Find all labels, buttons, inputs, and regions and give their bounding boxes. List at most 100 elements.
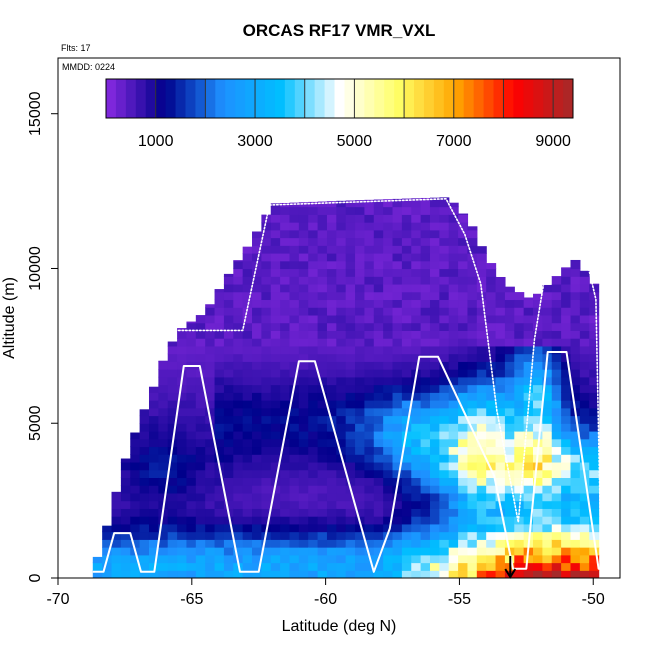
- curtain-cell: [542, 407, 553, 417]
- curtain-cell: [355, 369, 366, 378]
- curtain-cell: [233, 438, 244, 448]
- curtain-cell: [533, 477, 543, 486]
- curtain-cell: [533, 562, 543, 571]
- curtain-cell: [561, 500, 572, 509]
- curtain-cell: [317, 485, 328, 494]
- curtain-cell: [504, 307, 515, 316]
- curtain-cell: [561, 338, 572, 347]
- curtain-cell: [373, 376, 384, 386]
- curtain-cell: [561, 291, 572, 301]
- curtain-cell: [383, 446, 394, 455]
- curtain-cell: [167, 547, 178, 556]
- curtain-cell: [195, 477, 206, 486]
- curtain-cell: [383, 477, 394, 486]
- curtain-cell: [233, 376, 244, 386]
- curtain-cell: [467, 268, 478, 277]
- curtain-cell: [411, 214, 422, 223]
- curtain-cell: [345, 446, 356, 455]
- curtain-cell: [429, 500, 440, 509]
- curtain-cell: [298, 260, 309, 270]
- curtain-cell: [308, 345, 319, 355]
- curtain-cell: [411, 539, 422, 548]
- curtain-cell: [504, 376, 515, 386]
- curtain-cell: [514, 361, 525, 370]
- curtain-cell: [242, 330, 253, 339]
- curtain-cell: [177, 547, 188, 556]
- curtain-cell: [579, 562, 590, 571]
- curtain-cell: [514, 330, 525, 339]
- curtain-cell: [411, 253, 422, 262]
- curtain-cell: [392, 400, 403, 409]
- curtain-cell: [401, 531, 412, 540]
- curtain-cell: [214, 438, 225, 448]
- curtain-cell: [223, 273, 234, 277]
- curtain-cell: [458, 492, 469, 502]
- curtain-cell: [355, 307, 366, 316]
- curtain-cell: [551, 345, 562, 355]
- curtain-cell: [336, 531, 347, 540]
- curtain-cell: [336, 214, 347, 223]
- curtain-cell: [223, 523, 234, 533]
- curtain-cell: [383, 253, 394, 262]
- curtain-cell: [504, 531, 515, 540]
- curtain-cell: [373, 454, 384, 463]
- curtain-cell: [317, 276, 328, 285]
- curtain-cell: [177, 338, 188, 347]
- curtain-cell: [448, 353, 459, 362]
- curtain-cell: [298, 253, 309, 262]
- curtain-cell: [298, 229, 309, 239]
- curtain-cell: [308, 492, 319, 502]
- curtain-cell: [458, 268, 469, 277]
- curtain-cell: [467, 369, 478, 378]
- curtain-cell: [326, 485, 337, 494]
- curtain-cell: [177, 531, 188, 540]
- curtain-cell: [542, 423, 553, 432]
- curtain-cell: [495, 469, 506, 479]
- curtain-cell: [345, 237, 356, 246]
- curtain-cell: [570, 307, 581, 316]
- curtain-cell: [214, 531, 225, 540]
- curtain-cell: [214, 314, 225, 324]
- curtain-cell: [345, 330, 356, 339]
- curtain-cell: [308, 438, 319, 448]
- curtain-cell: [345, 200, 356, 208]
- curtain-cell: [486, 283, 497, 293]
- curtain-cell: [448, 229, 459, 239]
- curtain-cell: [523, 454, 534, 463]
- curtain-cell: [495, 283, 506, 293]
- curtain-cell: [355, 283, 366, 293]
- curtain-cell: [242, 291, 253, 301]
- curtain-cell: [420, 260, 431, 270]
- curtain-cell: [448, 202, 459, 208]
- curtain-cell: [401, 338, 412, 347]
- curtain-cell: [439, 253, 450, 262]
- curtain-cell: [533, 392, 543, 401]
- curtain-cell: [373, 492, 384, 502]
- curtain-cell: [589, 500, 600, 509]
- curtain-cell: [439, 299, 450, 308]
- curtain-cell: [429, 461, 440, 471]
- curtain-cell: [439, 407, 450, 417]
- curtain-cell: [467, 260, 478, 270]
- curtain-cell: [261, 415, 272, 424]
- curtain-cell: [336, 392, 347, 401]
- curtain-cell: [561, 400, 572, 409]
- curtain-cell: [167, 384, 178, 393]
- curtain-cell: [355, 508, 366, 517]
- curtain-cell: [261, 407, 272, 417]
- curtain-cell: [205, 430, 216, 440]
- curtain-cell: [289, 314, 300, 324]
- curtain-cell: [542, 523, 553, 533]
- curtain-cell: [383, 299, 394, 308]
- curtain-cell: [289, 237, 300, 246]
- curtain-cell: [205, 531, 216, 540]
- curtain-cell: [223, 299, 234, 308]
- curtain-cell: [486, 369, 497, 378]
- curtain-cell: [383, 199, 394, 208]
- curtain-cell: [205, 322, 216, 331]
- curtain-cell: [214, 345, 225, 355]
- curtain-cell: [429, 369, 440, 378]
- curtain-cell: [355, 330, 366, 339]
- curtain-cell: [205, 446, 216, 455]
- curtain-cell: [280, 469, 291, 479]
